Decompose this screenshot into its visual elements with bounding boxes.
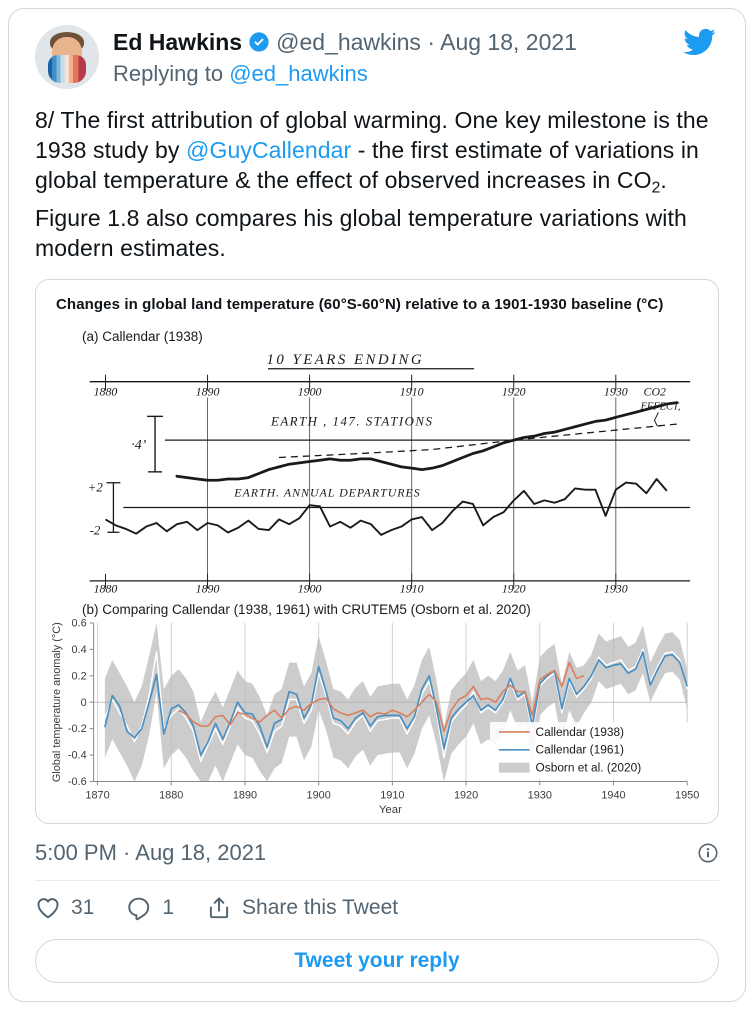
svg-text:EARTH. ANNUAL DEPARTURES: EARTH. ANNUAL DEPARTURES (233, 486, 420, 500)
svg-text:Callendar (1961): Callendar (1961) (536, 743, 624, 757)
svg-text:1900: 1900 (307, 789, 331, 801)
info-icon[interactable] (697, 842, 719, 864)
svg-text:1940: 1940 (601, 789, 625, 801)
svg-text:1890: 1890 (196, 582, 220, 594)
share-label: Share this Tweet (242, 896, 399, 920)
svg-text:1870: 1870 (85, 789, 109, 801)
reply-count: 1 (162, 896, 175, 920)
svg-text:CO2: CO2 (644, 385, 666, 399)
like-count: 31 (71, 896, 95, 920)
svg-text:Osborn et al. (2020): Osborn et al. (2020) (536, 761, 642, 775)
svg-text:1900: 1900 (298, 582, 322, 594)
svg-text:1880: 1880 (94, 582, 118, 594)
reply-bubble-icon (128, 897, 150, 921)
svg-text:-2: -2 (90, 524, 101, 538)
twitter-logo-icon[interactable] (679, 25, 719, 59)
tweet-media-figure[interactable]: Changes in global land temperature (60°S… (35, 279, 719, 825)
svg-text:1890: 1890 (196, 385, 220, 399)
tweet-text: 8/ The first attribution of global warmi… (35, 105, 719, 263)
tweet-your-reply-button[interactable]: Tweet your reply (35, 939, 719, 984)
svg-text:0: 0 (81, 697, 87, 709)
avatar[interactable] (35, 25, 99, 89)
svg-text:Callendar (1938): Callendar (1938) (536, 725, 624, 739)
header-text: Ed Hawkins @ed_hawkins · Aug 18, 2021 Re… (113, 25, 669, 89)
share-button[interactable]: Share this Tweet (206, 895, 398, 921)
svg-text:-0.2: -0.2 (68, 723, 87, 735)
svg-text:Global temperature anomaly (°C: Global temperature anomaly (°C) (51, 622, 63, 782)
verified-badge-icon (249, 32, 269, 52)
heart-icon (37, 898, 59, 919)
share-icon (209, 897, 229, 919)
tweet-header: Ed Hawkins @ed_hawkins · Aug 18, 2021 Re… (35, 25, 719, 89)
divider (35, 880, 719, 882)
svg-text:1920: 1920 (502, 582, 526, 594)
svg-text:EARTH , 147. STATIONS: EARTH , 147. STATIONS (270, 415, 433, 429)
svg-text:0.2: 0.2 (72, 670, 87, 682)
replying-to-label: Replying to (113, 61, 230, 86)
actions-row: 31 1 Share this Tweet (35, 895, 719, 921)
svg-text:1920: 1920 (454, 789, 478, 801)
avatar-warming-stripes-mask (48, 55, 86, 83)
replying-to-handle-link[interactable]: @ed_hawkins (229, 61, 368, 86)
reply-count-button[interactable]: 1 (126, 895, 174, 921)
panel-b-label: (b) Comparing Callendar (1938, 1961) wit… (82, 602, 531, 618)
tweet-text-part1: 8/ The first attribution of global warmi… (35, 107, 709, 163)
svg-text:-0.6: -0.6 (68, 776, 87, 788)
like-button[interactable]: 31 (35, 895, 94, 921)
svg-text:1930: 1930 (528, 789, 552, 801)
svg-text:1880: 1880 (94, 385, 118, 399)
svg-text:1950: 1950 (675, 789, 699, 801)
svg-text:Year: Year (379, 804, 402, 816)
timestamp-row: 5:00 PM · Aug 18, 2021 (35, 840, 719, 866)
display-name[interactable]: Ed Hawkins (113, 29, 243, 55)
mention-link[interactable]: @GuyCallendar (186, 137, 352, 163)
tweet-text-part2: - the first estimate of variations in gl… (35, 137, 699, 193)
svg-text:1910: 1910 (400, 582, 424, 594)
tweet-text-part3: . Figure 1.8 also compares his global te… (35, 167, 687, 262)
handle-and-date[interactable]: @ed_hawkins · Aug 18, 2021 (276, 29, 577, 55)
panel-a-label: (a) Callendar (1938) (82, 329, 203, 345)
svg-text:1920: 1920 (502, 385, 526, 399)
svg-text:1880: 1880 (159, 789, 183, 801)
panel-a-chart-callendar-1938-scan: 10 YEARS ENDING 1880 1890 1900 1910 1920 1930 ·… (88, 352, 691, 594)
figure-title: Changes in global land temperature (60°S… (56, 296, 664, 314)
svg-text:+2: +2 (88, 481, 104, 495)
svg-text:-0.4: -0.4 (68, 750, 87, 762)
svg-text:0.4: 0.4 (72, 644, 87, 656)
svg-text:1910: 1910 (400, 385, 424, 399)
svg-text:1930: 1930 (604, 582, 628, 594)
tweet-card: Ed Hawkins @ed_hawkins · Aug 18, 2021 Re… (8, 8, 746, 1003)
svg-text:1930: 1930 (604, 385, 628, 399)
timestamp: 5:00 PM · Aug 18, 2021 (35, 840, 267, 866)
replying-to-row: Replying to @ed_hawkins (113, 59, 669, 89)
svg-text:1890: 1890 (233, 789, 257, 801)
svg-text:1910: 1910 (380, 789, 404, 801)
name-row: Ed Hawkins @ed_hawkins · Aug 18, 2021 (113, 27, 669, 57)
tweet-your-reply-label: Tweet your reply (294, 949, 460, 973)
svg-text:0.6: 0.6 (72, 618, 87, 630)
svg-text:1900: 1900 (298, 385, 322, 399)
svg-text:·4’: ·4’ (131, 438, 146, 453)
svg-text:10 YEARS ENDING: 10 YEARS ENDING (266, 352, 424, 368)
co2-subscript: 2 (651, 179, 661, 197)
